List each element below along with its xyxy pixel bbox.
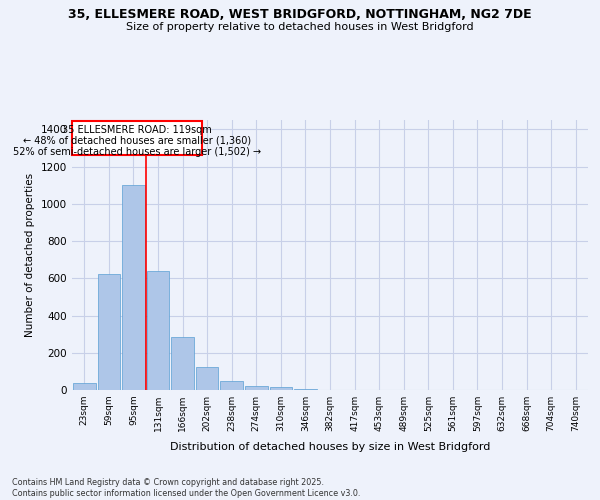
Bar <box>171 337 194 390</box>
Bar <box>73 384 95 390</box>
Bar <box>98 274 120 390</box>
Text: 52% of semi-detached houses are larger (1,502) →: 52% of semi-detached houses are larger (… <box>13 147 262 157</box>
Bar <box>245 386 268 390</box>
Text: Contains HM Land Registry data © Crown copyright and database right 2025.
Contai: Contains HM Land Registry data © Crown c… <box>12 478 361 498</box>
Text: 35 ELLESMERE ROAD: 119sqm: 35 ELLESMERE ROAD: 119sqm <box>62 125 212 135</box>
Y-axis label: Number of detached properties: Number of detached properties <box>25 173 35 337</box>
Bar <box>294 389 317 390</box>
Bar <box>269 386 292 390</box>
Text: Size of property relative to detached houses in West Bridgford: Size of property relative to detached ho… <box>126 22 474 32</box>
Text: Distribution of detached houses by size in West Bridgford: Distribution of detached houses by size … <box>170 442 490 452</box>
Text: 35, ELLESMERE ROAD, WEST BRIDGFORD, NOTTINGHAM, NG2 7DE: 35, ELLESMERE ROAD, WEST BRIDGFORD, NOTT… <box>68 8 532 20</box>
FancyBboxPatch shape <box>73 121 202 156</box>
Bar <box>146 271 169 390</box>
Bar <box>122 185 145 390</box>
Bar <box>220 380 243 390</box>
Text: ← 48% of detached houses are smaller (1,360): ← 48% of detached houses are smaller (1,… <box>23 136 251 146</box>
Bar <box>196 366 218 390</box>
